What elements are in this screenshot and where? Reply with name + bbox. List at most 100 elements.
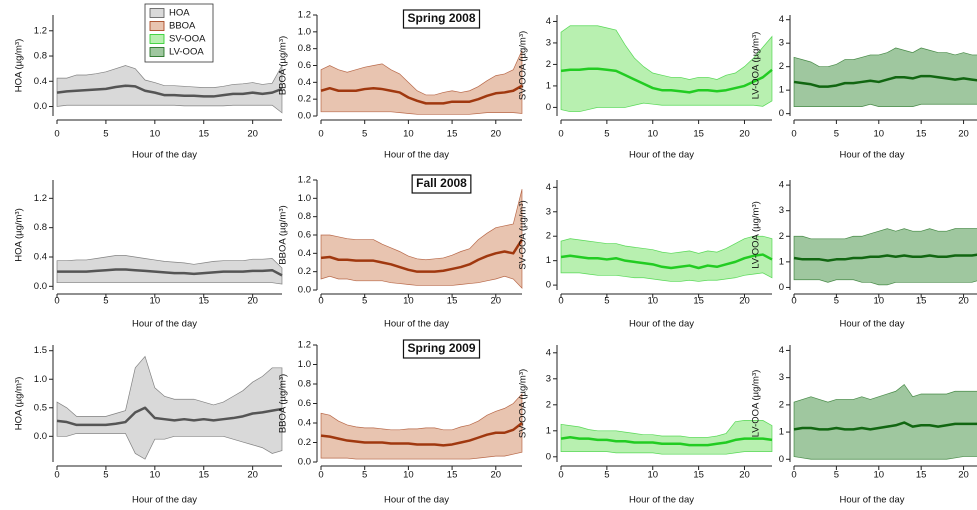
y-tick-label: 2 bbox=[779, 399, 784, 410]
x-tick-label: 15 bbox=[693, 296, 704, 307]
title-box bbox=[402, 9, 481, 29]
band bbox=[560, 420, 773, 455]
panel: 0 1 2 3 4 0 5 10 15 20 Hour of the day LV-OOA (µg/m… bbox=[751, 345, 977, 506]
y-axis-title: SV-OOA (µg/m³) bbox=[518, 200, 529, 269]
y-tick-label: 0 bbox=[779, 108, 784, 119]
x-tick-label: 5 bbox=[103, 296, 108, 307]
y-axis-title: BBOA (µg/m³) bbox=[278, 374, 289, 433]
y-tick-label: 1.0 bbox=[298, 359, 311, 370]
mean-line bbox=[56, 406, 283, 427]
legend-label: SV-OOA bbox=[169, 34, 206, 45]
panel-title: Fall 2008 bbox=[416, 176, 467, 190]
x-tick-label: 0 bbox=[318, 129, 323, 140]
x-tick-label: 20 bbox=[739, 470, 750, 481]
panel-title: Spring 2009 bbox=[407, 341, 475, 355]
y-tick-label: 0.2 bbox=[298, 437, 311, 448]
y-tick-label: 0.4 bbox=[298, 248, 311, 259]
y-tick-label: 3 bbox=[546, 373, 551, 384]
panel: 0.0 0.2 0.4 0.6 0.8 1.0 1.2 0 5 10 15 20 Hour of the… bbox=[278, 174, 524, 330]
x-axis-title: Hour of the day bbox=[840, 319, 905, 330]
y-tick-label: 0.6 bbox=[298, 230, 311, 241]
y-axis-title: LV-OOA (µg/m³) bbox=[751, 32, 762, 100]
y-tick-label: 1.2 bbox=[34, 25, 47, 36]
y-tick-label: 0.6 bbox=[298, 398, 311, 409]
x-tick-label: 10 bbox=[150, 129, 161, 140]
x-tick-label: 10 bbox=[403, 296, 414, 307]
x-tick-label: 10 bbox=[647, 296, 658, 307]
y-tick-label: 1 bbox=[546, 425, 551, 436]
y-tick-label: 0.2 bbox=[298, 94, 311, 105]
y-tick-label: 4 bbox=[779, 14, 784, 25]
x-tick-label: 10 bbox=[403, 470, 414, 481]
x-tick-label: 0 bbox=[558, 129, 563, 140]
mean-line bbox=[560, 253, 773, 270]
y-tick-label: 0.0 bbox=[298, 285, 311, 296]
x-tick-label: 5 bbox=[834, 470, 839, 481]
x-axis-title: Hour of the day bbox=[840, 150, 905, 161]
legend-swatch bbox=[149, 21, 165, 31]
y-tick-label: 1.2 bbox=[34, 193, 47, 204]
x-tick-label: 0 bbox=[54, 129, 59, 140]
y-tick-label: 0.8 bbox=[298, 43, 311, 54]
x-tick-label: 10 bbox=[150, 470, 161, 481]
x-tick-label: 20 bbox=[247, 296, 258, 307]
y-tick-label: 0.0 bbox=[298, 111, 311, 122]
y-tick-label: 0.0 bbox=[34, 431, 47, 442]
y-tick-label: 0.4 bbox=[298, 418, 311, 429]
y-tick-label: 4 bbox=[779, 345, 784, 356]
y-axis-title: SV-OOA (µg/m³) bbox=[518, 31, 529, 100]
x-tick-label: 15 bbox=[447, 470, 458, 481]
y-tick-label: 0.4 bbox=[298, 77, 311, 88]
x-tick-label: 0 bbox=[791, 296, 796, 307]
y-tick-label: 2 bbox=[779, 61, 784, 72]
x-tick-label: 0 bbox=[558, 296, 563, 307]
x-tick-label: 20 bbox=[958, 129, 969, 140]
y-tick-label: 1.2 bbox=[298, 10, 311, 21]
panel: 0 1 2 3 4 0 5 10 15 20 Hour of the day SV-OOA (µg/m… bbox=[518, 345, 773, 506]
x-tick-label: 5 bbox=[362, 296, 367, 307]
x-tick-label: 15 bbox=[198, 296, 209, 307]
mean-line bbox=[320, 422, 523, 447]
x-tick-label: 0 bbox=[318, 296, 323, 307]
x-tick-label: 20 bbox=[490, 296, 501, 307]
x-axis-title: Hour of the day bbox=[840, 495, 905, 506]
y-tick-label: 0.0 bbox=[34, 281, 47, 292]
x-tick-label: 15 bbox=[198, 470, 209, 481]
panel: 0 1 2 3 4 0 5 10 15 20 Hour of the day LV-OOA (µg/m… bbox=[751, 14, 977, 161]
panel: 0 1 2 3 4 0 5 10 15 20 Hour of the day SV-OOA (µg/m… bbox=[518, 15, 773, 161]
x-tick-label: 20 bbox=[490, 129, 501, 140]
x-axis-title: Hour of the day bbox=[384, 150, 449, 161]
y-tick-label: 1 bbox=[546, 255, 551, 266]
band bbox=[56, 255, 283, 285]
y-tick-label: 1 bbox=[779, 427, 784, 438]
y-tick-label: 4 bbox=[779, 180, 784, 191]
y-tick-label: 0 bbox=[546, 102, 551, 113]
y-tick-label: 2 bbox=[546, 59, 551, 70]
x-tick-label: 15 bbox=[447, 129, 458, 140]
legend-label: HOA bbox=[169, 8, 190, 19]
y-axis-title: HOA (µg/m³) bbox=[14, 39, 25, 93]
y-tick-label: 3 bbox=[546, 37, 551, 48]
y-tick-label: 1 bbox=[779, 85, 784, 96]
y-tick-label: 3 bbox=[779, 372, 784, 383]
y-tick-label: 0.0 bbox=[34, 101, 47, 112]
band bbox=[793, 383, 977, 460]
y-tick-label: 1.0 bbox=[298, 193, 311, 204]
x-tick-label: 5 bbox=[604, 470, 609, 481]
x-tick-label: 5 bbox=[604, 129, 609, 140]
mean-line bbox=[56, 84, 283, 98]
y-tick-label: 4 bbox=[546, 16, 551, 27]
y-tick-label: 3 bbox=[546, 206, 551, 217]
y-tick-label: 3 bbox=[779, 38, 784, 49]
x-tick-label: 5 bbox=[362, 470, 367, 481]
x-tick-label: 20 bbox=[739, 129, 750, 140]
y-tick-label: 0.8 bbox=[298, 379, 311, 390]
x-tick-label: 20 bbox=[958, 296, 969, 307]
mean-line bbox=[57, 268, 283, 277]
y-tick-label: 4 bbox=[546, 182, 551, 193]
mean-line bbox=[793, 74, 977, 88]
x-tick-label: 0 bbox=[54, 296, 59, 307]
y-tick-label: 1.0 bbox=[34, 374, 47, 385]
panel: 0.0 0.2 0.4 0.6 0.8 1.0 1.2 0 5 10 15 20 Hour of the… bbox=[278, 339, 523, 506]
